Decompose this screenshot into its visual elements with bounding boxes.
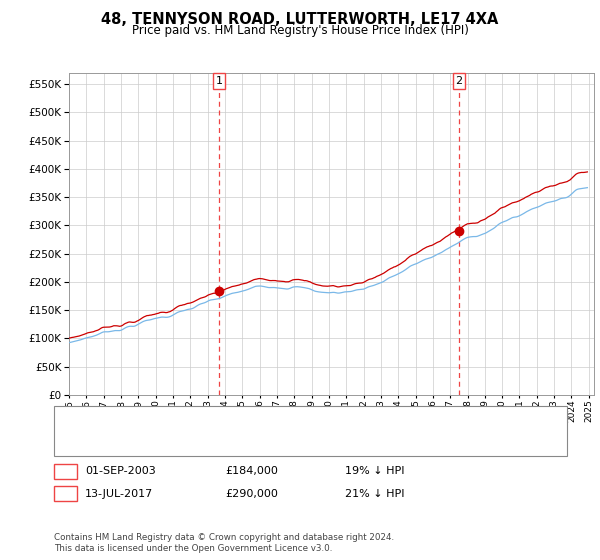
Text: Price paid vs. HM Land Registry's House Price Index (HPI): Price paid vs. HM Land Registry's House … [131, 24, 469, 36]
Text: 2: 2 [455, 76, 463, 86]
Text: 21% ↓ HPI: 21% ↓ HPI [345, 489, 404, 498]
Text: £184,000: £184,000 [225, 466, 278, 476]
Text: 48, TENNYSON ROAD, LUTTERWORTH, LE17 4XA (detached house): 48, TENNYSON ROAD, LUTTERWORTH, LE17 4XA… [94, 415, 440, 425]
Text: 01-SEP-2003: 01-SEP-2003 [85, 466, 156, 476]
Text: 2: 2 [62, 487, 69, 500]
Text: HPI: Average price, detached house, Harborough: HPI: Average price, detached house, Harb… [94, 439, 349, 449]
Text: 13-JUL-2017: 13-JUL-2017 [85, 489, 154, 498]
Text: Contains HM Land Registry data © Crown copyright and database right 2024.
This d: Contains HM Land Registry data © Crown c… [54, 533, 394, 553]
Text: 1: 1 [62, 465, 69, 478]
Text: £290,000: £290,000 [225, 489, 278, 498]
Text: 48, TENNYSON ROAD, LUTTERWORTH, LE17 4XA: 48, TENNYSON ROAD, LUTTERWORTH, LE17 4XA [101, 12, 499, 27]
Text: 19% ↓ HPI: 19% ↓ HPI [345, 466, 404, 476]
Text: 1: 1 [215, 76, 223, 86]
